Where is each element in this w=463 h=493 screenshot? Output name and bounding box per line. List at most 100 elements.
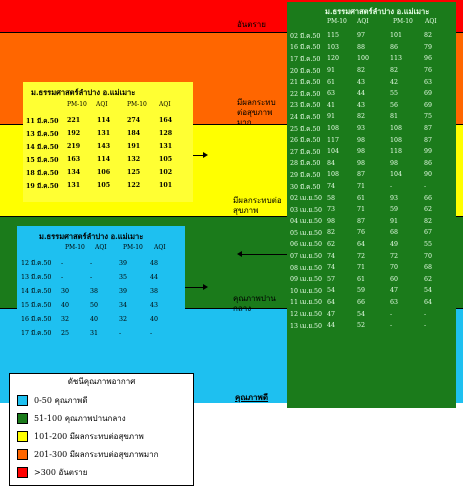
green-value-cell: 69 [424, 90, 433, 98]
green-date-cell: 23 มี.ค.50 [290, 102, 321, 110]
yellow-value-cell: 184 [127, 130, 141, 137]
green-value-cell: 49 [390, 240, 399, 248]
green-value-cell: 96 [424, 55, 433, 63]
green-value-cell: 55 [424, 240, 433, 248]
green-value-cell: 67 [424, 229, 433, 237]
yellow-header-pm10-a: PM-10 [67, 101, 87, 108]
green-value-cell: 64 [327, 298, 336, 306]
green-row: 12 เม.ย.50 47 54 - - [290, 308, 452, 320]
green-date-cell: 28 มี.ค.50 [290, 160, 321, 168]
yellow-row: 18 มี.ค.50 134 106 125 102 [26, 166, 189, 179]
green-value-cell: 71 [357, 183, 366, 191]
green-value-cell: 43 [357, 78, 366, 86]
yellow-row: 14 มี.ค.50 219 143 191 131 [26, 140, 189, 153]
green-value-cell: 108 [390, 136, 403, 144]
green-value-cell: 79 [424, 43, 433, 51]
green-value-cell: 101 [390, 32, 403, 40]
green-value-cell: 54 [357, 310, 366, 318]
green-value-cell: 88 [357, 43, 366, 51]
green-date-cell: 12 เม.ย.50 [290, 311, 323, 319]
yellow-row: 19 มี.ค.50 131 105 122 101 [26, 179, 189, 192]
yellow-header-aqi-a: AQI [96, 101, 108, 108]
scale-label-good: คุณภาพดี [235, 392, 269, 402]
green-row: 06 เม.ย.50 62 64 49 55 [290, 239, 452, 251]
green-value-cell: 60 [390, 275, 399, 283]
green-value-cell: 72 [357, 252, 366, 260]
yellow-value-cell: 114 [97, 156, 111, 163]
legend-swatch-unhealthy [17, 430, 28, 442]
green-row: 02 มี.ค.50 115 97 101 82 [290, 30, 452, 42]
green-value-cell: 87 [357, 171, 366, 179]
green-value-cell: 81 [390, 113, 399, 121]
green-row: 26 มี.ค.50 117 98 108 87 [290, 134, 452, 146]
green-value-cell: 54 [424, 287, 433, 295]
green-value-cell: 120 [327, 55, 340, 63]
cyan-value-cell: 32 [61, 315, 70, 323]
green-value-cell: 56 [390, 101, 399, 109]
green-data-table: 02 มี.ค.50 115 97 101 82 16 มี.ค.50 103 88 86 79 1… [290, 30, 452, 331]
green-row: 25 มี.ค.50 108 93 108 87 [290, 123, 452, 135]
yellow-value-cell: 219 [67, 143, 81, 150]
yellow-date-cell: 13 มี.ค.50 [26, 130, 59, 138]
cyan-row: 14 มี.ค.50 30 38 39 38 [21, 284, 179, 298]
green-value-cell: - [390, 322, 393, 330]
green-row: 28 มี.ค.50 84 98 98 86 [290, 158, 452, 170]
green-value-cell: 87 [424, 136, 433, 144]
green-value-cell: 86 [390, 43, 399, 51]
cyan-value-cell: 44 [150, 273, 159, 281]
green-value-cell: 118 [390, 148, 403, 156]
green-value-cell: 63 [327, 90, 336, 98]
green-value-cell: 59 [390, 206, 399, 214]
green-row: 29 มี.ค.50 108 87 104 90 [290, 169, 452, 181]
cyan-value-cell: 50 [90, 301, 99, 309]
green-value-cell: 57 [327, 275, 336, 283]
legend-item-good: 0-50 คุณภาพดี [17, 393, 88, 407]
cyan-value-cell: 38 [90, 287, 99, 295]
yellow-value-cell: 125 [127, 169, 141, 176]
green-value-cell: 70 [424, 252, 433, 260]
green-value-cell: 68 [424, 264, 433, 272]
green-date-cell: 26 มี.ค.50 [290, 137, 321, 145]
green-date-cell: 21 มี.ค.50 [290, 79, 321, 87]
green-date-cell: 05 เม.ย.50 [290, 229, 323, 237]
green-value-cell: - [424, 310, 427, 318]
green-value-cell: 76 [357, 229, 366, 237]
yellow-value-cell: 122 [127, 182, 141, 189]
cyan-value-cell: 39 [119, 259, 128, 267]
green-value-cell: 44 [357, 90, 366, 98]
yellow-value-cell: 131 [67, 182, 81, 189]
green-value-cell: 93 [390, 194, 399, 202]
green-value-cell: 90 [424, 171, 433, 179]
green-row: 08 เม.ย.50 74 71 70 68 [290, 262, 452, 274]
green-value-cell: 66 [424, 194, 433, 202]
yellow-value-cell: 105 [97, 182, 111, 189]
green-value-cell: 58 [327, 194, 336, 202]
aqi-legend: ดัชนีคุณภาพอากาศ 0-50 คุณภาพดี 51-100 คุ… [9, 373, 194, 486]
cyan-row: 13 มี.ค.50 - - 35 44 [21, 270, 179, 284]
legend-item-very-unhealthy: 201-300 มีผลกระทบต่อสุขภาพมาก [17, 447, 158, 461]
yellow-date-cell: 14 มี.ค.50 [26, 143, 59, 151]
yellow-value-cell: 274 [127, 117, 141, 124]
green-date-cell: 22 มี.ค.50 [290, 90, 321, 98]
green-value-cell: 61 [357, 194, 366, 202]
green-value-cell: 44 [327, 322, 336, 330]
green-row: 07 เม.ย.50 74 72 72 70 [290, 250, 452, 262]
green-row: 03 เม.ย.50 73 71 59 62 [290, 204, 452, 216]
legend-title: ดัชนีคุณภาพอากาศ [67, 377, 136, 386]
yellow-value-cell: 191 [127, 143, 141, 150]
green-row: 30 มี.ค.50 74 71 - - [290, 181, 452, 193]
cyan-row: 17 มี.ค.50 25 31 - - [21, 326, 179, 340]
green-date-cell: 04 เม.ย.50 [290, 218, 323, 226]
green-date-cell: 29 มี.ค.50 [290, 171, 321, 179]
cyan-value-cell: 32 [119, 315, 128, 323]
cyan-value-cell: - [90, 273, 93, 281]
green-row: 13 เม.ย.50 44 52 - - [290, 320, 452, 332]
green-value-cell: 68 [390, 229, 399, 237]
green-date-cell: 11 เม.ย.50 [290, 299, 323, 307]
scale-label-hazard: อันตราย [237, 20, 266, 29]
green-value-cell: 87 [424, 125, 433, 133]
green-date-cell: 17 มี.ค.50 [290, 55, 321, 63]
yellow-data-table: 11 มี.ค.50 221 114 274 164 13 มี.ค.50 192 131 18… [26, 114, 189, 192]
legend-text-hazard: >300 อันตราย [34, 467, 88, 477]
cyan-value-cell: 39 [119, 287, 128, 295]
